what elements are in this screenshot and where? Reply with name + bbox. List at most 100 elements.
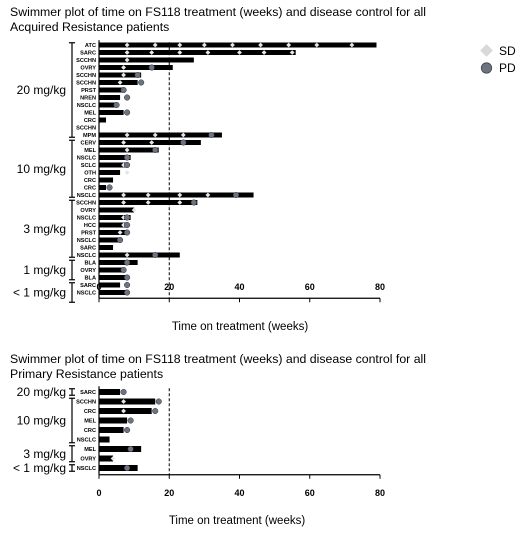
- chart-title-line1: Swimmer plot of time on FS118 treatment …: [10, 5, 426, 19]
- pd-marker: [117, 236, 124, 244]
- sd-marker: [121, 200, 126, 205]
- bars-layer: SARC SCCHN CRC MEL CRC NSCLC MEL OVRY NSCLC 0 20 40…: [13, 385, 385, 498]
- sd-marker: [261, 50, 267, 55]
- x-tick-label: 40: [234, 282, 244, 292]
- duration-bar: [99, 95, 121, 100]
- sd-marker: [124, 132, 130, 138]
- x-tick-label: 20: [164, 488, 174, 498]
- category-label: MEL: [84, 419, 96, 425]
- category-label: SCCHN: [76, 201, 96, 207]
- category-label: BLA: [85, 276, 97, 282]
- category-label: OTH: [84, 171, 96, 177]
- x-tick-label: 40: [234, 488, 244, 498]
- sd-marker: [177, 200, 183, 205]
- category-label: PRST: [81, 231, 97, 237]
- sd-legend-label: SD: [499, 44, 516, 58]
- duration-bar: [99, 282, 121, 288]
- dose-group-label: 3 mg/kg: [23, 447, 66, 461]
- sd-legend-diamond: [480, 44, 493, 57]
- sd-marker: [314, 42, 320, 48]
- category-label: SARC: [80, 51, 96, 57]
- chart-title-line1: Swimmer plot of time on FS118 treatment …: [10, 352, 426, 366]
- x-tick-label: 60: [305, 488, 315, 498]
- sd-marker: [121, 162, 126, 168]
- category-label: NREN: [80, 96, 96, 102]
- category-label: NSCLC: [77, 193, 96, 199]
- sd-marker: [201, 42, 207, 48]
- pd-marker: [152, 407, 159, 415]
- category-label: SCCHN: [76, 400, 96, 406]
- category-label: CRC: [84, 428, 96, 434]
- sd-marker: [121, 192, 126, 198]
- dose-group-label: 3 mg/kg: [23, 222, 66, 236]
- duration-bar: [99, 155, 131, 160]
- dose-group-label: < 1 mg/kg: [13, 461, 66, 475]
- duration-bar: [99, 237, 121, 243]
- sd-marker: [124, 252, 130, 258]
- sd-marker: [230, 42, 235, 48]
- duration-bar: [99, 162, 128, 168]
- x-tick-label: 80: [375, 488, 385, 498]
- category-label: NSCLC: [77, 216, 96, 222]
- sd-marker: [289, 50, 295, 55]
- duration-bar: [99, 110, 124, 115]
- category-label: CRC: [84, 186, 96, 192]
- category-label: PRST: [81, 88, 97, 94]
- category-label: SARC: [80, 390, 96, 396]
- sd-marker: [131, 207, 137, 213]
- sd-marker: [205, 192, 211, 198]
- category-label: OVRY: [80, 268, 96, 274]
- dose-group-label: 20 mg/kg: [17, 83, 66, 97]
- sd-marker: [121, 222, 126, 228]
- category-label: MEL: [84, 148, 96, 154]
- duration-bar: [99, 427, 124, 433]
- sd-marker: [258, 42, 263, 48]
- sd-marker: [152, 42, 158, 48]
- category-label: OVRY: [80, 208, 96, 214]
- duration-bar: [99, 290, 128, 295]
- duration-bar: [99, 185, 107, 190]
- x-axis-label: Time on treatment (weeks): [172, 321, 309, 333]
- dose-group-label: 10 mg/kg: [17, 414, 66, 428]
- sd-marker: [124, 57, 130, 63]
- category-label: OVRY: [80, 66, 96, 72]
- dose-group-label: 10 mg/kg: [17, 162, 66, 176]
- sd-marker: [145, 200, 151, 205]
- sd-marker: [121, 65, 126, 70]
- sd-marker: [149, 140, 155, 145]
- pd-marker: [138, 79, 145, 86]
- pd-marker: [113, 101, 120, 109]
- pd-marker: [155, 398, 162, 405]
- category-label: SCCHN: [76, 81, 96, 87]
- primary-resistance-chart: Swimmer plot of time on FS118 treatment …: [10, 352, 426, 527]
- duration-bar: [99, 275, 128, 280]
- pd-marker: [124, 281, 131, 289]
- sd-marker: [177, 42, 183, 48]
- pd-marker: [124, 229, 131, 236]
- sd-marker: [121, 408, 126, 414]
- category-label: SCLC: [81, 163, 96, 169]
- pd-marker: [134, 71, 141, 79]
- category-label: ATC: [85, 43, 96, 49]
- pd-marker: [120, 86, 127, 94]
- pd-marker: [124, 214, 131, 221]
- sd-marker: [205, 50, 211, 55]
- sd-marker: [124, 170, 130, 175]
- category-label: NSCLC: [77, 238, 96, 244]
- duration-bar: [99, 102, 117, 108]
- category-label: HCC: [84, 223, 96, 229]
- sd-marker: [286, 42, 292, 48]
- dose-group-label: 20 mg/kg: [17, 385, 66, 399]
- duration-bar: [99, 207, 135, 213]
- sd-marker: [180, 132, 186, 138]
- pd-marker: [152, 146, 159, 154]
- duration-bar: [99, 389, 121, 395]
- bars-layer: ATCSARCSCCHNOVRYSCCHNSCCHNPRSTNRENNSCLCM…: [13, 40, 385, 303]
- legend: SD PD: [480, 44, 516, 75]
- category-label: SCCHN: [76, 58, 96, 64]
- sd-marker: [117, 230, 123, 235]
- category-label: SCCHN: [76, 126, 96, 132]
- pd-marker: [120, 266, 127, 274]
- duration-bar: [99, 87, 124, 93]
